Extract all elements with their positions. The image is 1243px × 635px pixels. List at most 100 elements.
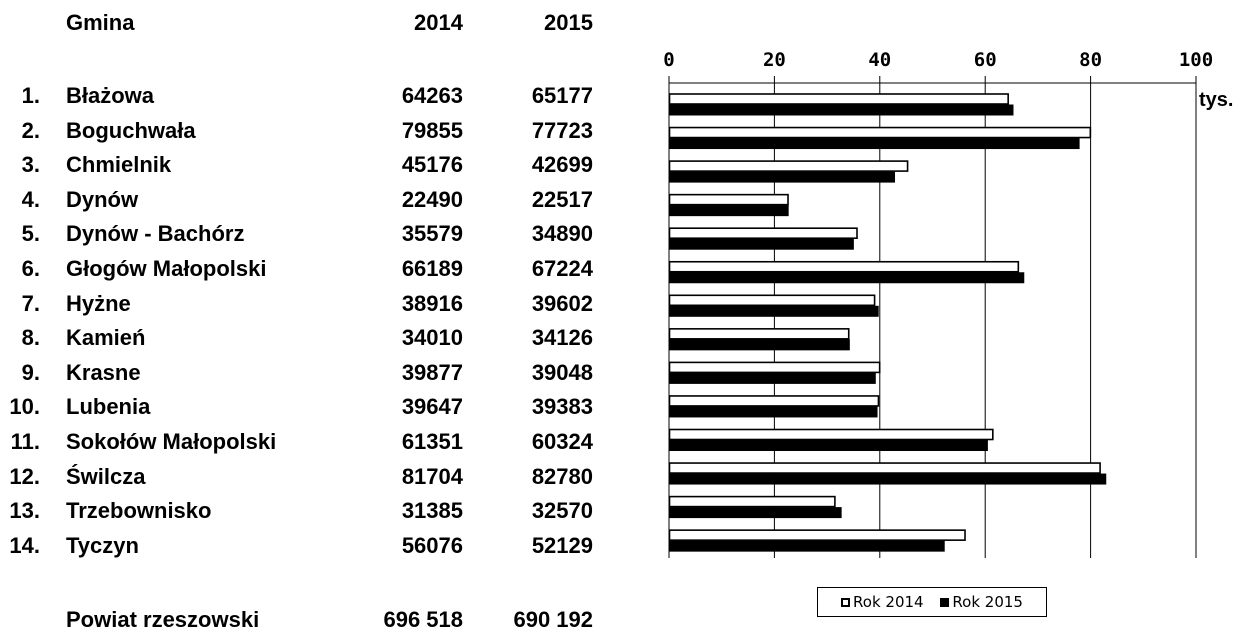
- row-value-2014: 79855: [401, 117, 463, 143]
- row-value-2015: 22517: [531, 186, 593, 212]
- x-tick-label: 60: [974, 49, 997, 71]
- bar-2015: [669, 272, 1025, 284]
- row-value-2015: 39602: [531, 290, 593, 316]
- bar-2015: [669, 205, 789, 217]
- total-label: Powiat rzeszowski: [66, 607, 260, 632]
- legend-swatch-black: [940, 598, 950, 607]
- header-gmina: Gmina: [66, 10, 135, 35]
- bar-2014: [668, 428, 994, 441]
- bar-2015: [669, 171, 896, 183]
- bar-2014: [668, 93, 1009, 105]
- row-value-2015: 52129: [531, 532, 593, 558]
- row-number: 10.: [9, 394, 40, 420]
- row-number: 13.: [9, 498, 40, 524]
- header-2014: 2014: [414, 10, 463, 35]
- unit-label: tys.: [1199, 89, 1233, 111]
- legend-label-2014: Rok 2014: [853, 593, 924, 611]
- row-gmina-name: Dynów - Bachórz: [66, 221, 245, 247]
- row-value-2015: 77723: [531, 117, 593, 143]
- total-2015: 690 192: [513, 607, 593, 632]
- row-value-2015: 65177: [531, 83, 593, 108]
- row-value-2014: 38916: [401, 290, 463, 316]
- row-value-2015: 82780: [531, 463, 593, 489]
- total-2014: 696 518: [383, 607, 463, 632]
- row-number: 11.: [10, 429, 40, 454]
- bar-2014: [668, 361, 881, 374]
- x-tick-label: 40: [868, 49, 891, 71]
- x-tick-label: 20: [763, 49, 786, 71]
- bar-2015: [669, 406, 878, 418]
- row-value-2014: 61351: [401, 429, 463, 454]
- row-number: 9.: [21, 359, 40, 385]
- row-gmina-name: Sokołów Małopolski: [66, 429, 277, 454]
- row-number: 3.: [21, 152, 40, 178]
- bar-2014: [668, 462, 1101, 474]
- row-number: 12.: [9, 463, 40, 489]
- bar-2014: [668, 328, 850, 340]
- bar-2015: [669, 540, 945, 552]
- bar-2014: [668, 126, 1092, 139]
- row-value-2015: 39383: [531, 394, 593, 420]
- bar-2014: [668, 294, 876, 307]
- x-tick-label: 80: [1079, 49, 1102, 71]
- bar-2015: [669, 104, 1014, 116]
- row-value-2014: 35579: [401, 221, 463, 247]
- row-gmina-name: Boguchwała: [66, 117, 196, 143]
- row-number: 2.: [21, 117, 40, 143]
- chart-legend: Rok 2014 Rok 2015: [817, 587, 1047, 617]
- row-gmina-name: Głogów Małopolski: [66, 256, 267, 281]
- bar-2015: [669, 507, 842, 519]
- bar-2014: [668, 227, 858, 239]
- row-gmina-name: Kamień: [66, 325, 146, 351]
- bar-2014: [668, 193, 789, 206]
- row-value-2014: 39877: [401, 359, 463, 385]
- row-value-2014: 56076: [401, 532, 463, 558]
- legend-item-2015: Rok 2015: [940, 593, 1023, 611]
- bar-2015: [669, 440, 988, 451]
- row-gmina-name: Tyczyn: [66, 532, 139, 558]
- row-gmina-name: Świlcza: [66, 463, 146, 489]
- row-number: 14.: [9, 532, 40, 558]
- legend-label-2015: Rok 2015: [952, 593, 1023, 611]
- row-value-2014: 31385: [401, 498, 463, 524]
- row-value-2014: 39647: [401, 394, 463, 420]
- row-gmina-name: Błażowa: [66, 83, 155, 108]
- legend-swatch-white: [841, 598, 851, 607]
- bar-2014: [668, 160, 909, 172]
- row-gmina-name: Chmielnik: [66, 152, 172, 178]
- row-value-2015: 60324: [531, 429, 593, 454]
- row-gmina-name: Lubenia: [66, 394, 151, 420]
- row-number: 7.: [21, 290, 40, 316]
- bar-2014: [668, 495, 836, 508]
- bar-2014: [668, 395, 880, 407]
- row-value-2014: 66189: [401, 256, 463, 281]
- bar-2015: [669, 138, 1080, 150]
- row-gmina-name: Krasne: [66, 359, 141, 385]
- row-gmina-name: Trzebownisko: [66, 498, 212, 524]
- row-value-2014: 34010: [401, 325, 463, 351]
- row-value-2015: 39048: [531, 359, 593, 385]
- row-number: 8.: [21, 325, 40, 351]
- row-value-2015: 34890: [531, 221, 593, 247]
- bar-2015: [669, 339, 850, 351]
- row-value-2014: 45176: [401, 152, 463, 178]
- row-value-2015: 34126: [531, 325, 593, 351]
- row-value-2015: 42699: [531, 152, 593, 178]
- bar-2015: [669, 372, 876, 384]
- bar-2014: [668, 529, 966, 541]
- bar-2015: [669, 305, 879, 317]
- row-number: 6.: [21, 256, 40, 281]
- bar-2015: [669, 238, 854, 250]
- bar-2014: [668, 260, 1020, 273]
- row-number: 5.: [21, 221, 40, 247]
- row-gmina-name: Hyżne: [66, 290, 131, 316]
- row-value-2014: 64263: [401, 83, 463, 108]
- legend-item-2014: Rok 2014: [841, 593, 924, 611]
- header-2015: 2015: [544, 10, 593, 35]
- row-value-2015: 67224: [531, 256, 593, 281]
- row-value-2014: 81704: [401, 463, 463, 489]
- bar-2015: [669, 473, 1107, 485]
- row-number: 4.: [21, 186, 40, 212]
- row-value-2015: 32570: [531, 498, 593, 524]
